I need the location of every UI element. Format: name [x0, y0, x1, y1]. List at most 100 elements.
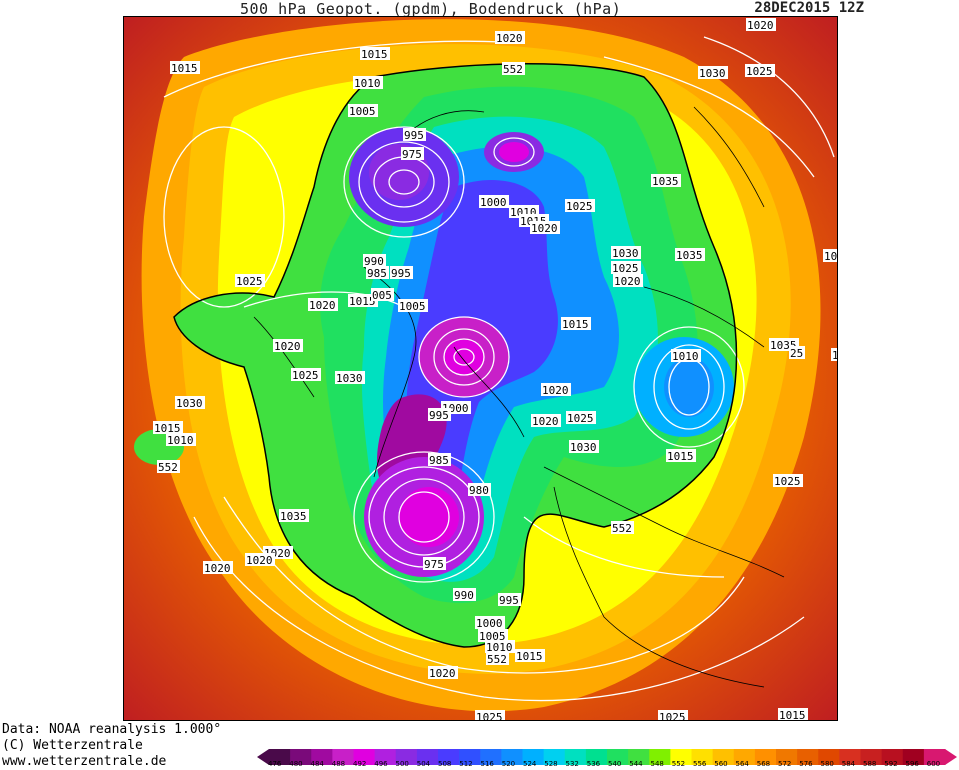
- pressure-label-box: [789, 346, 805, 359]
- pressure-label-box: [475, 616, 505, 629]
- pressure-label-box: [746, 18, 776, 31]
- pressure-label: 980: [468, 483, 491, 497]
- legend-swatch: [797, 749, 819, 765]
- pressure-label: 995: [428, 408, 451, 422]
- pressure-label: 1015: [360, 47, 390, 61]
- pressure-label: 25: [789, 346, 805, 360]
- pressure-label: 1025: [773, 474, 803, 488]
- pressure-label-box: [348, 104, 378, 117]
- valid-date: 28DEC2015 12Z: [754, 0, 864, 16]
- pressure-label-box: [308, 298, 338, 311]
- pressure-label: 1000: [475, 616, 505, 630]
- legend-swatch: [501, 749, 523, 765]
- legend-tick-label: 496: [374, 760, 388, 768]
- legend-tick-label: 544: [629, 760, 643, 768]
- legend-tick-label: 500: [395, 760, 409, 768]
- pressure-label-text: 1020: [747, 19, 774, 32]
- pressure-label: 975: [423, 557, 446, 571]
- pressure-label-text: 1005: [349, 105, 376, 118]
- pressure-label-text: 985: [429, 454, 449, 467]
- pressure-label-text: 1020: [614, 275, 641, 288]
- pressure-label: 975: [401, 147, 424, 161]
- legend-tick-label: 528: [544, 760, 558, 768]
- pressure-label: 1025: [658, 710, 688, 720]
- pressure-label-text: 25: [790, 347, 803, 360]
- pressure-label-text: 1020: [531, 222, 558, 235]
- chart-title: 500 hPa Geopot. (gpdm), Bodendruck (hPa): [240, 0, 622, 18]
- pressure-label-box: [353, 76, 383, 89]
- legend-swatch: [543, 749, 566, 765]
- footer-copyright: (C) Wetterzentrale: [2, 738, 143, 753]
- pressure-label-text: 1020: [274, 340, 301, 353]
- pressure-label-box: [153, 421, 183, 434]
- pressure-label-box: [561, 317, 591, 330]
- legend-swatch: [480, 749, 502, 765]
- pressure-label: 1025: [566, 411, 596, 425]
- pressure-label-text: 1020: [204, 562, 231, 575]
- pressure-label-box: [291, 368, 321, 381]
- pressure-label-box: [390, 266, 413, 279]
- legend-swatch: [269, 749, 291, 765]
- pressure-label-text: 1030: [176, 397, 203, 410]
- coastlines: [253, 106, 785, 688]
- legend-swatch: [416, 749, 439, 765]
- pressure-label: 1015: [515, 649, 545, 663]
- pressure-label-text: 1010: [672, 350, 699, 363]
- pressure-label-box: [698, 66, 728, 79]
- pressure-label: 1020: [273, 339, 303, 353]
- legend-tick-label: 532: [565, 760, 579, 768]
- pressure-label: 1020: [495, 31, 525, 45]
- pressure-label-box: [485, 640, 515, 653]
- pressure-label-text: 552: [612, 522, 632, 535]
- pressure-label: 1030: [175, 396, 205, 410]
- legend-tick-label: 536: [586, 760, 601, 768]
- pressure-label-box: [658, 710, 688, 720]
- contour-552: [173, 63, 738, 648]
- pressure-label-box: [203, 561, 233, 574]
- legend-swatch: [818, 749, 840, 765]
- pressure-label: 995: [390, 266, 413, 280]
- pressure-label: 552: [157, 460, 180, 474]
- pressure-label-box: [245, 553, 275, 566]
- pressure-label: 995: [403, 128, 426, 142]
- legend-tick-label: 480: [289, 760, 303, 768]
- pressure-label-text: 1030: [612, 247, 639, 260]
- pressure-label-text: 1020: [246, 554, 273, 567]
- legend-tick-label: 576: [799, 760, 813, 768]
- legend-swatch: [733, 749, 756, 765]
- pressure-label: 1030: [569, 440, 599, 454]
- pressure-label: 1010: [353, 76, 383, 90]
- legend-tick-label: 504: [416, 760, 431, 768]
- pressure-label-text: 1030: [570, 441, 597, 454]
- pressure-label: 552: [611, 521, 634, 535]
- pressure-label-text: 1015: [516, 650, 543, 663]
- pressure-label-box: [479, 195, 509, 208]
- pressure-label-text: 1015: [349, 295, 376, 308]
- pressure-label-box: [651, 174, 681, 187]
- low-atlantic-core: [399, 487, 459, 547]
- legend-swatch: [628, 749, 650, 765]
- pressure-label-box: [363, 254, 386, 267]
- legend-tick-label: 552: [671, 760, 686, 768]
- legend-tick-label: 592: [884, 760, 898, 768]
- low-arctic-core: [499, 142, 529, 162]
- pressure-label-box: [831, 348, 837, 361]
- legend-tick-label: 488: [331, 760, 346, 768]
- pressure-label-box: [671, 349, 701, 362]
- pressure-label-text: 1000: [480, 196, 507, 209]
- pressure-label: 1015: [348, 294, 378, 308]
- pressure-label: 1010: [671, 349, 701, 363]
- legend-tick-label: 548: [650, 760, 664, 768]
- pressure-label: 1035: [651, 174, 681, 188]
- legend-swatch: [290, 749, 312, 765]
- pressure-label-box: [428, 453, 451, 466]
- legend-swatch: [902, 749, 925, 765]
- pressure-label: 1020: [530, 221, 560, 235]
- pressure-label: 985: [428, 453, 451, 467]
- legend-tick-label: 584: [841, 760, 856, 768]
- pressure-label-box: [502, 62, 525, 75]
- legend-tick-label: 560: [714, 760, 728, 768]
- pressure-label-text: 1020: [542, 384, 569, 397]
- pressure-label-text: 1000: [476, 617, 503, 630]
- pressure-label-text: 1010: [167, 434, 194, 447]
